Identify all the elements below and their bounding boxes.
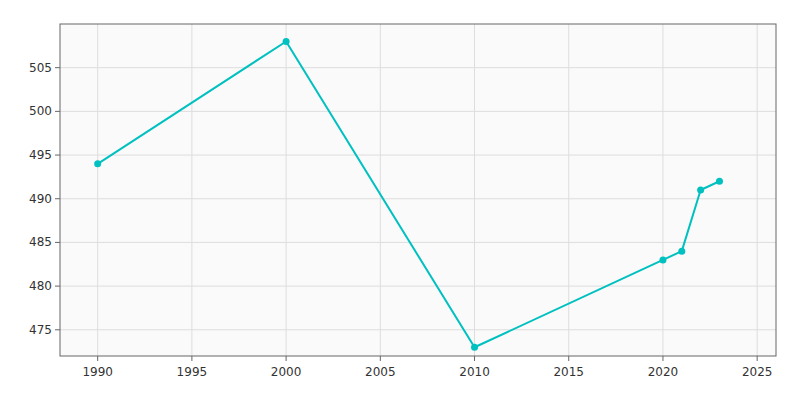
x-grid-line	[568, 24, 569, 356]
x-tick-label: 2000	[271, 365, 302, 379]
y-grid-line	[60, 242, 776, 243]
x-grid-line	[380, 24, 381, 356]
x-tick	[380, 356, 381, 361]
y-tick	[55, 155, 60, 156]
point	[697, 187, 704, 194]
x-tick	[191, 356, 192, 361]
y-tick	[55, 67, 60, 68]
grid	[60, 24, 776, 356]
y-grid-line	[60, 67, 776, 68]
axes: 1990 1995 2000 2005 2010 2015 2020 2025 475 480 48…	[29, 61, 772, 379]
y-tick	[55, 242, 60, 243]
x-tick-label: 2005	[365, 365, 396, 379]
y-tick	[55, 198, 60, 199]
y-tick-label: 505	[29, 61, 52, 75]
y-grid-line	[60, 155, 776, 156]
y-tick	[55, 286, 60, 287]
chart-container: 1990 1995 2000 2005 2010 2015 2020 2025 475 480 48…	[0, 0, 800, 400]
x-tick	[757, 356, 758, 361]
x-grid-line	[662, 24, 663, 356]
x-grid-line	[757, 24, 758, 356]
line	[98, 41, 720, 347]
chart-svg: 1990 1995 2000 2005 2010 2015 2020 2025 475 480 48…	[0, 0, 800, 400]
y-grid-line	[60, 329, 776, 330]
x-tick-label: 2025	[742, 365, 773, 379]
series	[94, 38, 723, 351]
y-tick	[55, 111, 60, 112]
x-tick-label: 2010	[459, 365, 490, 379]
y-tick-label: 475	[29, 323, 52, 337]
y-tick-label: 495	[29, 148, 52, 162]
point	[94, 160, 101, 167]
y-grid-line	[60, 111, 776, 112]
point	[659, 256, 666, 263]
y-tick-label: 490	[29, 192, 52, 206]
point	[283, 38, 290, 45]
x-grid-line	[474, 24, 475, 356]
x-tick-label: 2015	[553, 365, 584, 379]
x-grid-line	[97, 24, 98, 356]
x-tick	[568, 356, 569, 361]
y-tick	[55, 329, 60, 330]
x-tick-label: 1990	[82, 365, 113, 379]
plot-frame	[60, 24, 776, 356]
point	[471, 344, 478, 351]
point	[678, 248, 685, 255]
x-tick	[286, 356, 287, 361]
x-grid-line	[191, 24, 192, 356]
x-grid-line	[286, 24, 287, 356]
y-tick-label: 485	[29, 235, 52, 249]
x-tick	[474, 356, 475, 361]
y-grid-line	[60, 198, 776, 199]
x-tick-label: 1995	[177, 365, 208, 379]
point	[716, 178, 723, 185]
plot-background	[60, 24, 776, 356]
y-tick-label: 500	[29, 104, 52, 118]
y-tick-label: 480	[29, 279, 52, 293]
x-tick	[662, 356, 663, 361]
x-tick-label: 2020	[648, 365, 679, 379]
x-tick	[97, 356, 98, 361]
y-grid-line	[60, 286, 776, 287]
